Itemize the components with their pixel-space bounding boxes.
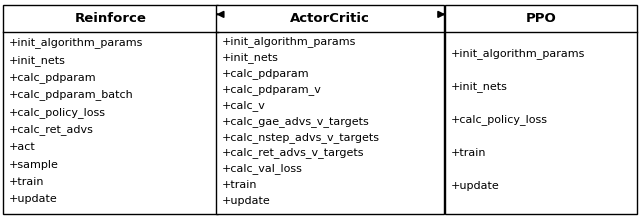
Text: +init_nets: +init_nets [221,52,278,63]
Text: PPO: PPO [526,12,557,25]
Text: +calc_policy_loss: +calc_policy_loss [8,107,106,118]
Text: +init_nets: +init_nets [451,81,508,92]
Text: +calc_v: +calc_v [221,100,266,111]
Text: +init_algorithm_params: +init_algorithm_params [451,48,585,59]
Text: +calc_policy_loss: +calc_policy_loss [451,114,548,125]
Text: +calc_ret_advs: +calc_ret_advs [8,124,93,135]
Text: +train: +train [8,177,44,187]
Text: +update: +update [221,196,270,206]
Text: +update: +update [8,194,57,204]
Text: Reinforce: Reinforce [74,12,147,25]
Text: +init_nets: +init_nets [8,55,65,66]
Bar [445,5,637,214]
Text: +calc_val_loss: +calc_val_loss [221,164,302,174]
Text: +init_algorithm_params: +init_algorithm_params [221,36,356,47]
Text: +act: +act [8,142,35,152]
Bar [216,5,444,214]
Text: +calc_pdparam: +calc_pdparam [8,72,96,83]
Text: +calc_nstep_advs_v_targets: +calc_nstep_advs_v_targets [221,132,380,143]
Text: +calc_gae_advs_v_targets: +calc_gae_advs_v_targets [221,116,369,127]
Text: +calc_pdparam_v: +calc_pdparam_v [221,84,321,95]
Text: +calc_ret_advs_v_targets: +calc_ret_advs_v_targets [221,148,364,158]
Text: +sample: +sample [8,160,58,170]
Text: +calc_pdparam: +calc_pdparam [221,68,309,79]
Text: ActorCritic: ActorCritic [290,12,370,25]
Text: +train: +train [221,180,257,190]
Text: +update: +update [451,181,499,191]
Text: +train: +train [451,148,486,158]
Text: +calc_pdparam_batch: +calc_pdparam_batch [8,90,133,100]
Bar [3,5,218,214]
Text: +init_algorithm_params: +init_algorithm_params [8,37,143,48]
